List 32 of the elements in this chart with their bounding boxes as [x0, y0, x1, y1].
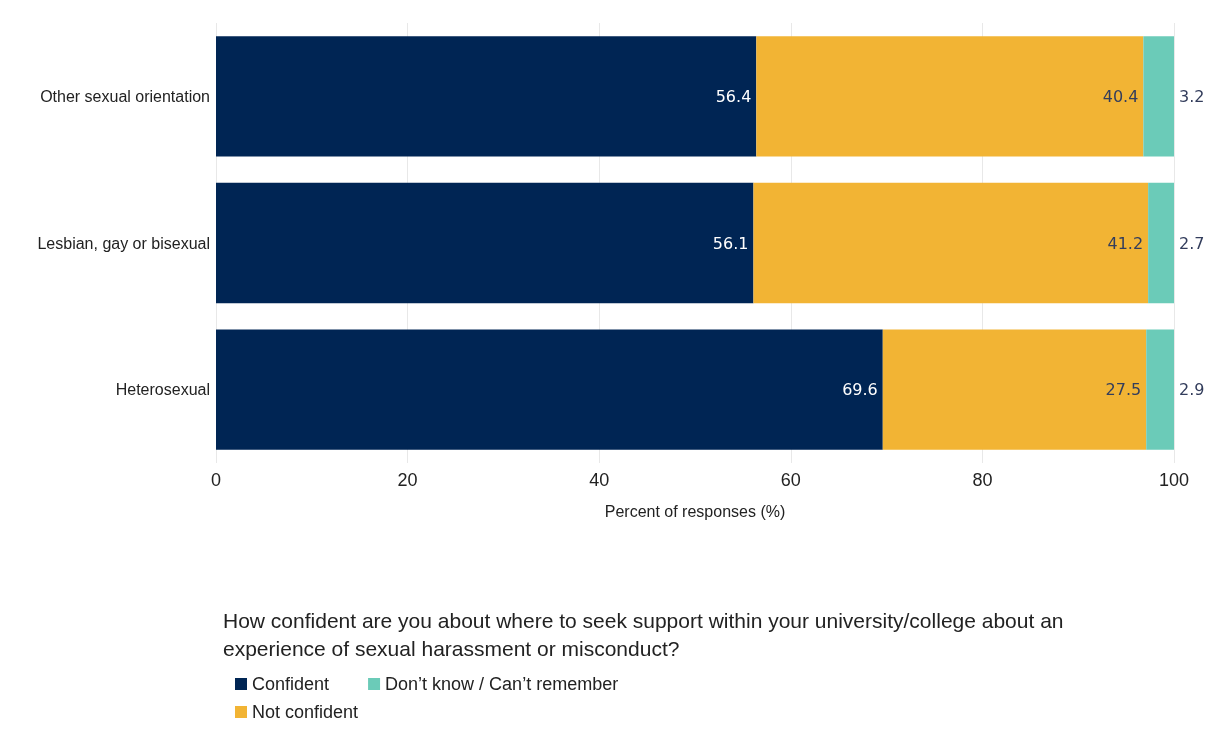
bar: [216, 182, 754, 304]
legend-label: Confident: [252, 674, 330, 694]
legend-label: Not confident: [252, 702, 359, 722]
bar: [756, 36, 1144, 157]
x-tick-label: 100: [1158, 470, 1190, 490]
data-label: 2.7: [1179, 233, 1205, 253]
bar: [216, 329, 883, 450]
bar: [1148, 182, 1174, 304]
data-label: 3.2: [1179, 86, 1205, 106]
y-tick-label: Lesbian, gay or bisexual: [37, 234, 210, 252]
legend-title: How confident are you about where to seek support within your university/college about an experience of sexual harassment or misconduct?: [223, 608, 1070, 660]
data-label: 56.1: [712, 233, 749, 253]
bar: [216, 36, 757, 157]
x-tick-label: 0: [210, 470, 222, 490]
x-axis-title: Percent of responses (%): [604, 502, 786, 520]
bar: [882, 329, 1147, 450]
bar: [753, 182, 1149, 304]
x-tick-label: 40: [589, 470, 610, 490]
y-tick-label: Other sexual orientation: [40, 87, 210, 105]
data-label: 69.6: [842, 380, 878, 400]
x-tick-label: 60: [780, 470, 801, 490]
bar: [1143, 36, 1174, 157]
data-label: 2.9: [1179, 380, 1205, 400]
x-tick-label: 20: [397, 470, 418, 490]
x-tick-label: 80: [972, 470, 993, 490]
data-label: 27.5: [1105, 380, 1142, 400]
data-label: 41.2: [1107, 233, 1144, 253]
data-label: 56.4: [715, 86, 752, 106]
data-label: 40.4: [1102, 86, 1139, 106]
legend-label: Don’t know / Can’t remember: [385, 674, 619, 694]
y-tick-label: Heterosexual: [115, 381, 210, 399]
bar: [1146, 329, 1174, 450]
